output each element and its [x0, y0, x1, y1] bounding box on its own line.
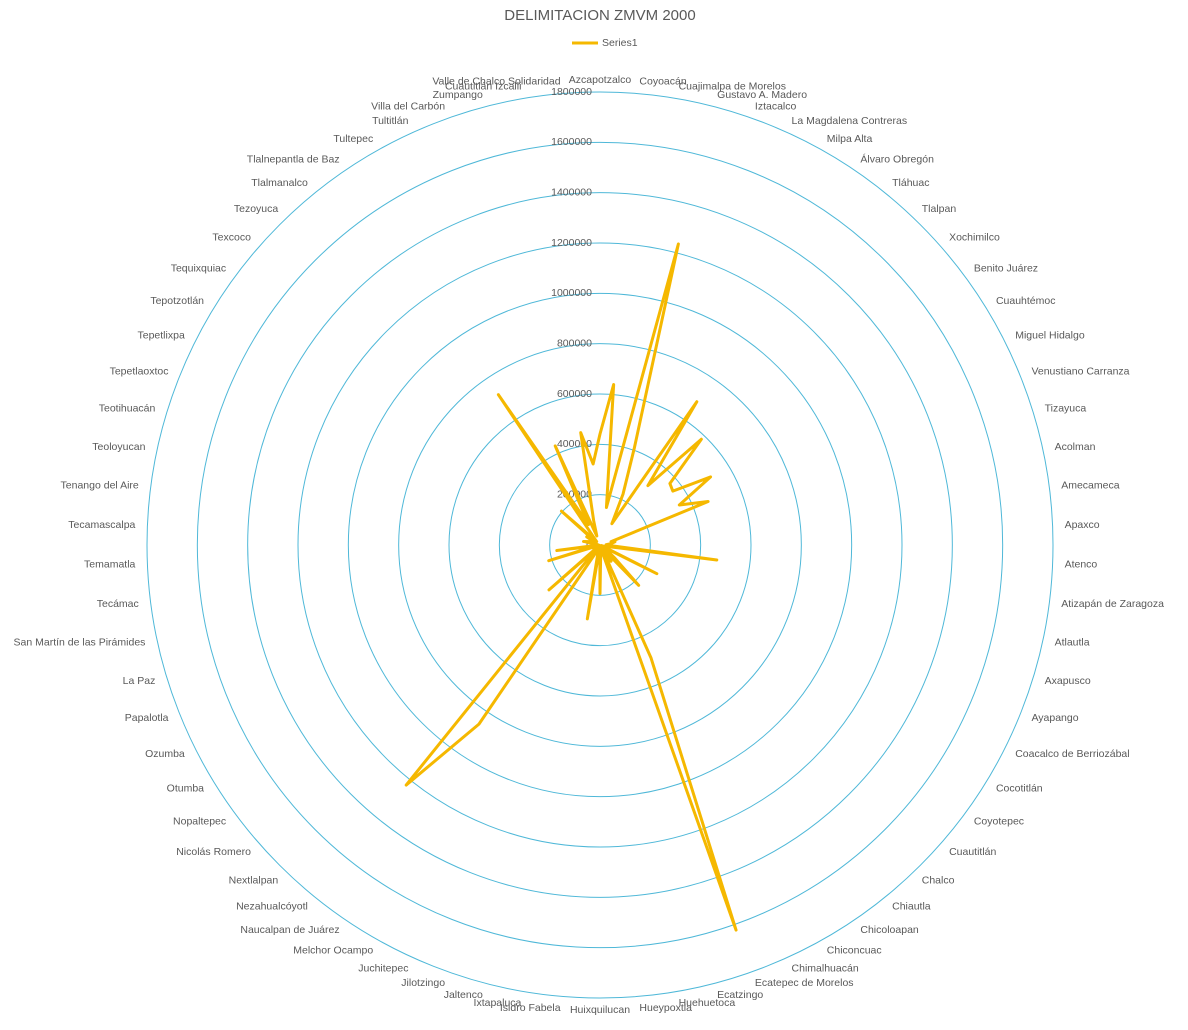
category-label: Gustavo A. Madero [717, 89, 807, 101]
grid-ring [549, 494, 651, 596]
category-label: Tláhuac [892, 177, 929, 189]
category-label: Coacalco de Berriozábal [1015, 748, 1129, 760]
category-label: Tepotzotlán [150, 295, 204, 307]
category-label: Valle de Chalco Solidaridad [432, 75, 560, 87]
category-label: Jaltenco [444, 989, 483, 1001]
category-label: Teoloyucan [92, 441, 145, 453]
grid-ring [448, 393, 752, 697]
category-label: Tizayuca [1045, 403, 1087, 415]
category-label: Juchitepec [358, 963, 408, 975]
r-tick-label: 1800000 [551, 86, 592, 98]
category-label: Otumba [167, 783, 205, 795]
r-tick-label: 800000 [557, 337, 592, 349]
category-label: Tultepec [333, 133, 373, 145]
series-line [404, 242, 738, 932]
grid-ring [196, 141, 1004, 949]
category-label: Tlalnepantla de Baz [247, 154, 340, 166]
category-label: Chalco [922, 874, 955, 886]
category-label: Tultitlán [372, 115, 409, 127]
category-label: Axapusco [1045, 675, 1091, 687]
category-label: Atizapán de Zaragoza [1061, 598, 1164, 610]
r-tick-label: 600000 [557, 388, 592, 400]
category-label: Tepetlixpa [138, 329, 185, 341]
category-label: Cocotitlán [996, 783, 1043, 795]
chart-title: DELIMITACION ZMVM 2000 [504, 7, 695, 24]
category-label: Azcapotzalco [569, 74, 632, 86]
category-label: Iztacalco [755, 100, 797, 112]
r-tick-label: 1600000 [551, 136, 592, 148]
category-label: Amecameca [1061, 480, 1120, 492]
category-label: Miguel Hidalgo [1015, 329, 1085, 341]
category-label: Zumpango [433, 89, 483, 101]
category-label: La Paz [123, 675, 156, 687]
category-label: San Martín de las Pirámides [14, 637, 146, 649]
r-tick-label: 1000000 [551, 287, 592, 299]
category-label: Nezahualcóyotl [236, 901, 308, 913]
category-label: Tezoyuca [234, 203, 279, 215]
category-label: Hueypoxtla [639, 1002, 692, 1014]
category-label: Nopaltepec [173, 815, 226, 827]
category-label: Cuauhtémoc [996, 295, 1056, 307]
category-label: Cuautitlán Izcalli [445, 80, 521, 92]
legend-label: Series1 [602, 37, 638, 49]
category-label: Teotihuacán [99, 403, 156, 415]
category-label: Huixquilucan [570, 1004, 630, 1016]
category-label: Tlalpan [922, 203, 957, 215]
category-label: Chicoloapan [860, 924, 919, 936]
category-label: Álvaro Obregón [860, 153, 934, 166]
grid-ring [347, 292, 853, 798]
category-label: Atlautla [1055, 637, 1090, 649]
r-tick-label: 1200000 [551, 237, 592, 249]
category-label: Xochimilco [949, 232, 1000, 244]
category-label: Tenango del Aire [61, 480, 139, 492]
grid-ring [146, 91, 1054, 999]
category-label: Jilotzingo [401, 977, 445, 989]
category-label: Nextlalpan [229, 874, 279, 886]
category-label: Acolman [1055, 441, 1096, 453]
category-label: Venustiano Carranza [1031, 365, 1129, 377]
category-label: Tequixquiac [171, 262, 226, 274]
grid-ring [247, 192, 953, 898]
category-label: Villa del Carbón [371, 100, 445, 112]
category-label: Cuajimalpa de Morelos [679, 80, 786, 92]
category-label: Tecamascalpa [68, 519, 135, 531]
grid-ring [297, 242, 903, 848]
category-label: Melchor Ocampo [293, 945, 373, 957]
grid-ring [398, 343, 802, 747]
category-label: Benito Juárez [974, 262, 1038, 274]
category-label: Tepetlaoxtoc [110, 365, 169, 377]
category-label: Apaxco [1065, 519, 1100, 531]
category-label: Coyotepec [974, 815, 1024, 827]
category-label: Ayapango [1031, 712, 1078, 724]
category-label: Coyoacán [639, 75, 686, 87]
category-label: Tlalmanalco [251, 177, 308, 189]
category-label: Isidro Fabela [500, 1002, 561, 1014]
category-label: Cuautitlán [949, 846, 996, 858]
category-label: Texcoco [212, 232, 251, 244]
category-label: Ecatzingo [717, 989, 763, 1001]
category-label: Papalotla [125, 712, 169, 724]
category-label: Chiconcuac [827, 945, 882, 957]
category-label: Huehuetoca [679, 997, 736, 1009]
category-label: Chimalhuacán [792, 963, 859, 975]
category-label: Ixtapaluca [474, 997, 522, 1009]
r-tick-label: 1400000 [551, 186, 592, 198]
category-label: Atenco [1065, 559, 1098, 571]
category-label: Ozumba [145, 748, 185, 760]
category-label: Naucalpan de Juárez [240, 924, 339, 936]
category-label: Milpa Alta [827, 133, 873, 145]
category-label: La Magdalena Contreras [792, 115, 908, 127]
category-label: Chiautla [892, 901, 931, 913]
category-label: Nicolás Romero [176, 846, 251, 858]
category-label: Ecatepec de Morelos [755, 977, 854, 989]
category-label: Tecámac [97, 598, 139, 610]
grid-ring [498, 443, 702, 647]
category-label: Temamatla [84, 559, 136, 571]
